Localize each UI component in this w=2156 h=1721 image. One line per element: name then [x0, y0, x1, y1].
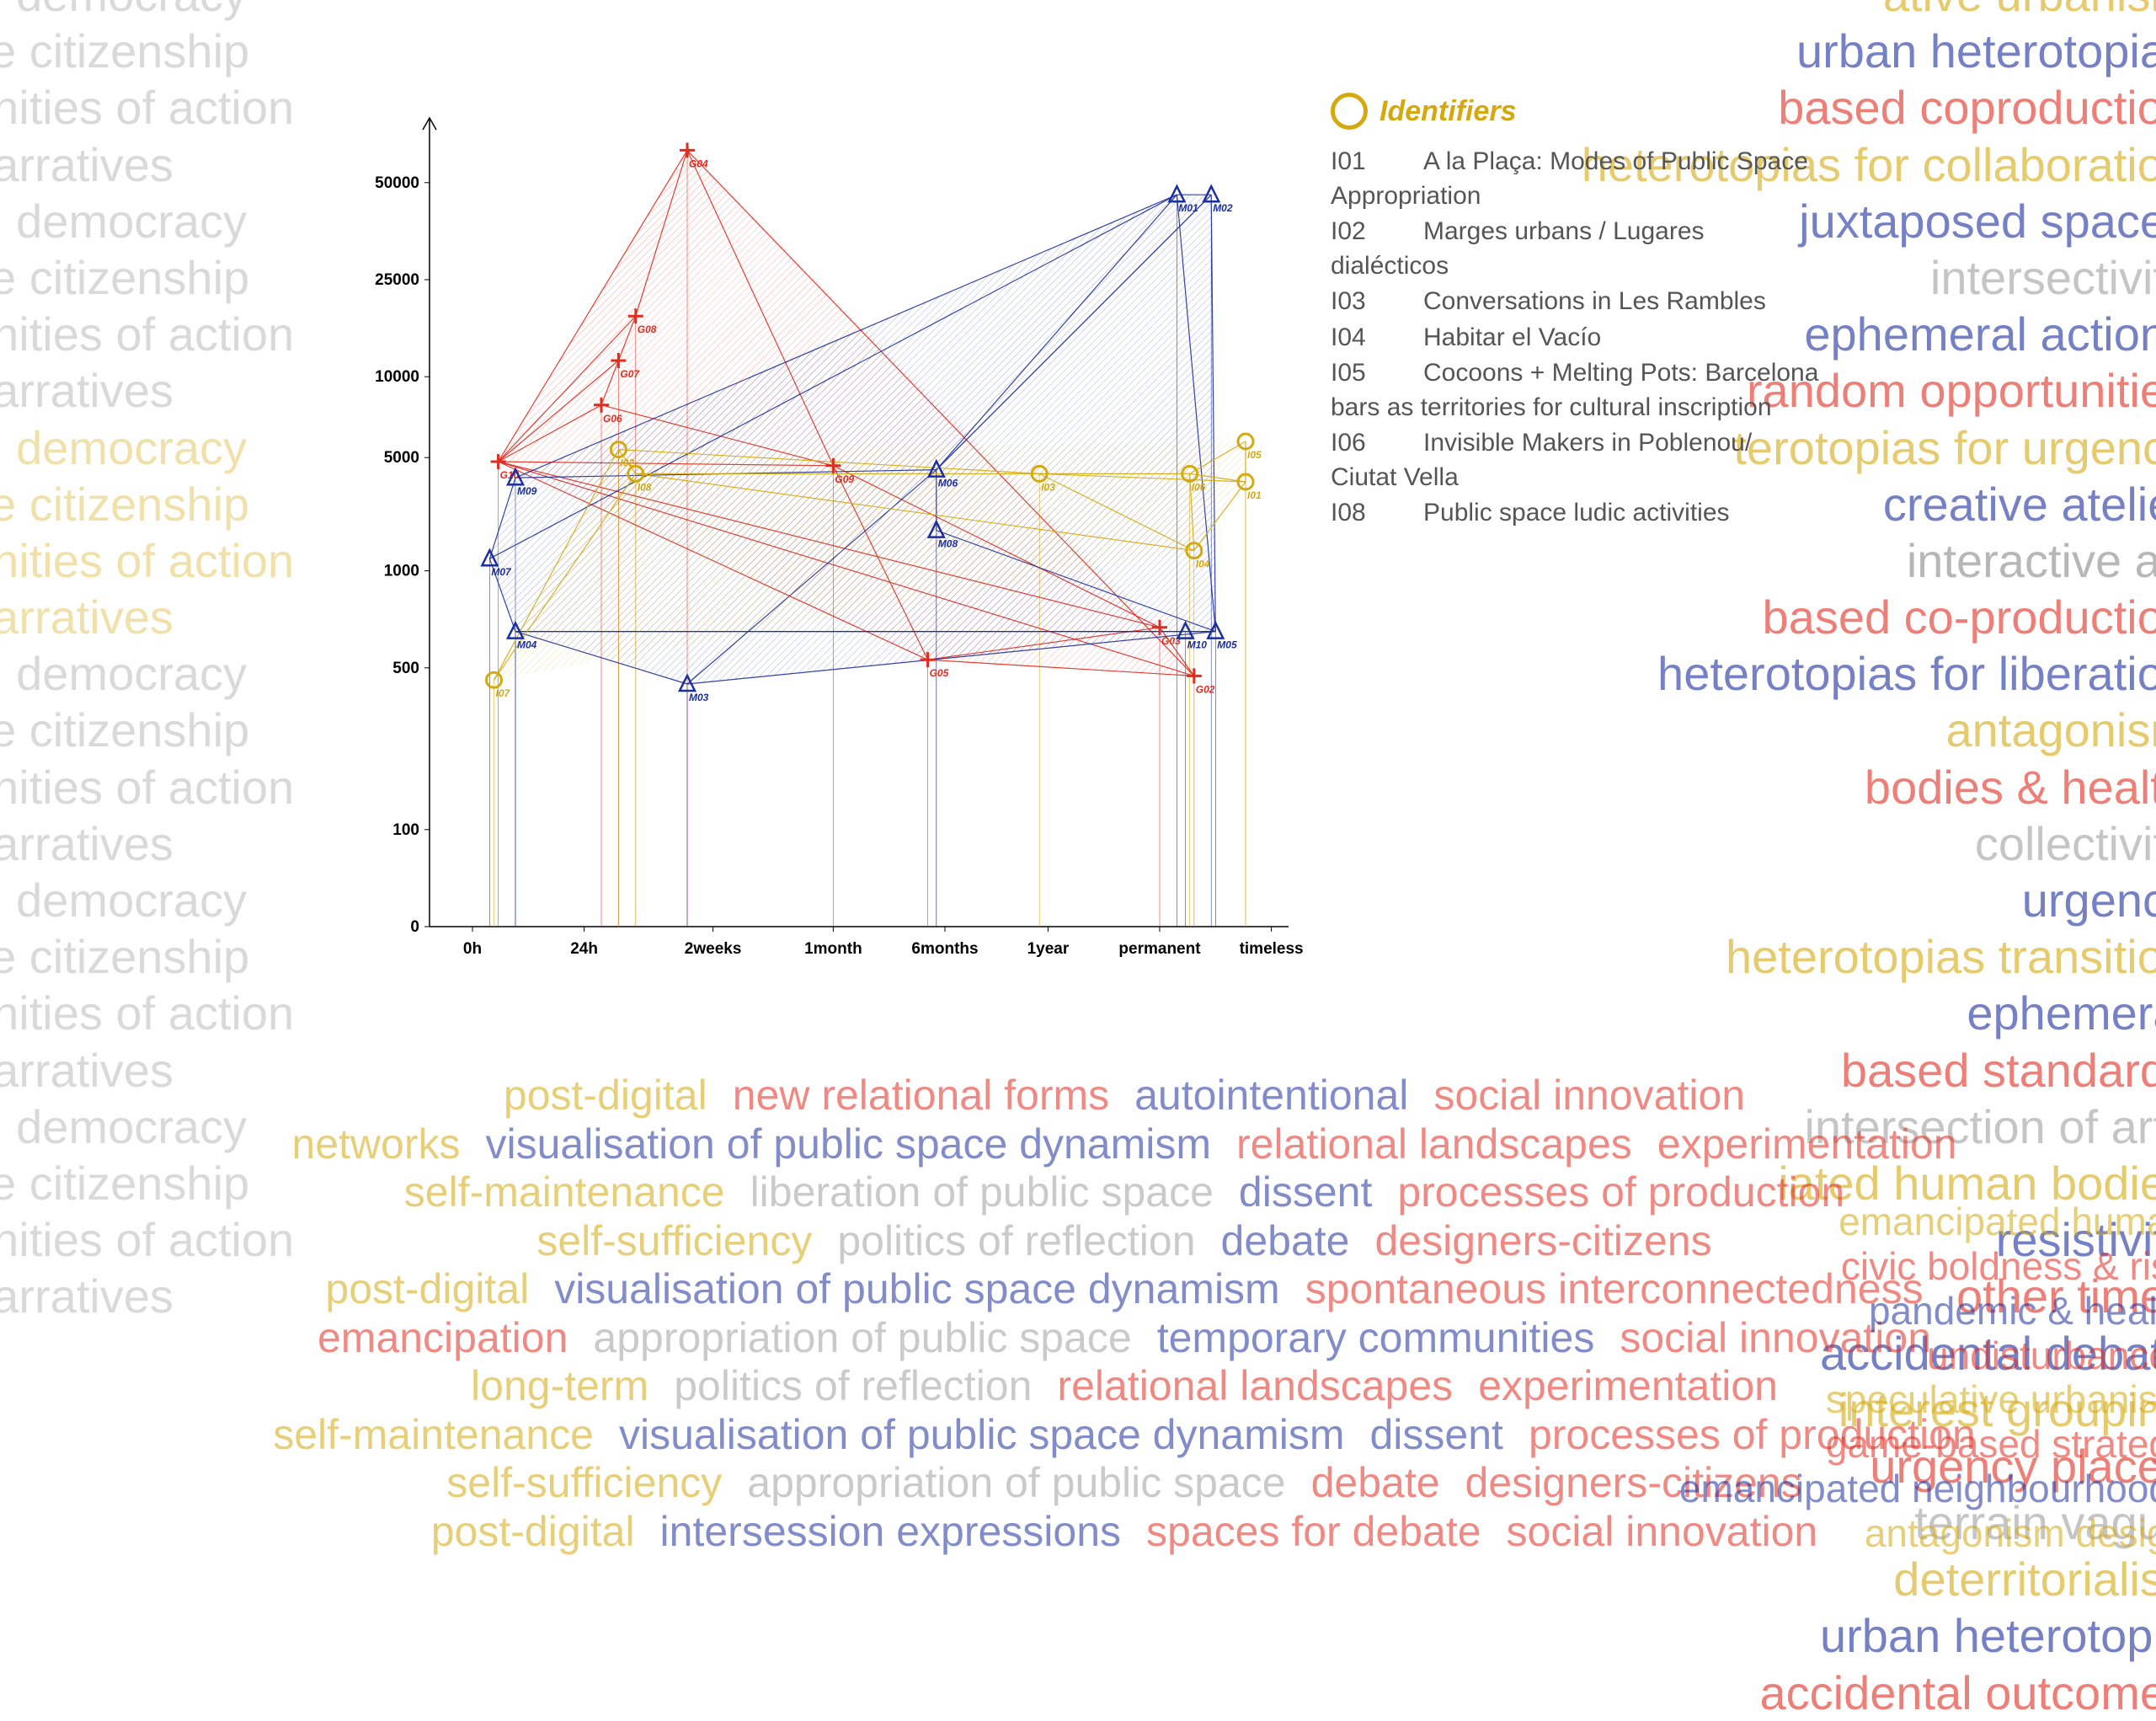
svg-text:I07: I07 [496, 687, 511, 699]
svg-text:G08: G08 [638, 323, 657, 335]
svg-text:G04: G04 [689, 158, 708, 169]
svg-text:I04: I04 [1196, 559, 1210, 570]
svg-text:G02: G02 [1196, 683, 1215, 695]
svg-text:M05: M05 [1217, 639, 1237, 651]
svg-text:M08: M08 [938, 538, 958, 550]
svg-text:1year: 1year [1027, 940, 1070, 958]
svg-text:M06: M06 [938, 478, 958, 489]
svg-text:500: 500 [392, 660, 419, 677]
svg-text:permanent: permanent [1118, 940, 1201, 958]
legend-circle-icon [1331, 93, 1368, 130]
svg-text:24h: 24h [570, 940, 598, 958]
svg-text:I01: I01 [1247, 489, 1262, 501]
legend-item: I04Habitar el Vacío [1331, 321, 1819, 355]
svg-text:I05: I05 [1247, 449, 1262, 461]
legend-panel: Identifiers I01A la Plaça: Modes of Publ… [1331, 93, 1819, 532]
svg-text:0: 0 [410, 918, 419, 936]
svg-text:1month: 1month [804, 940, 862, 958]
legend-item: I06Invisible Makers in Poblenou/ Ciutat … [1331, 426, 1819, 494]
svg-text:M04: M04 [517, 639, 537, 651]
bottom-right-cloud: emancipated humancivic boldness & riskpa… [1679, 1200, 2156, 1556]
legend-item: I01A la Plaça: Modes of Public Space App… [1331, 145, 1819, 213]
svg-text:0h: 0h [463, 940, 482, 958]
svg-text:G05: G05 [930, 667, 949, 679]
svg-text:6months: 6months [911, 940, 978, 958]
svg-text:G06: G06 [603, 413, 622, 425]
svg-text:M07: M07 [491, 566, 512, 578]
svg-text:1000: 1000 [384, 563, 419, 580]
svg-text:M09: M09 [517, 485, 537, 497]
bg-text-left: al democracyve citizenshipunities of act… [0, 0, 294, 1325]
legend-title: Identifiers [1380, 95, 1516, 128]
legend-item: I05Cocoons + Melting Pots: Barcelona bar… [1331, 356, 1819, 425]
svg-text:timeless: timeless [1240, 940, 1304, 958]
svg-text:25000: 25000 [375, 271, 419, 289]
svg-text:G09: G09 [835, 473, 854, 485]
svg-text:I03: I03 [1041, 481, 1055, 493]
svg-text:I08: I08 [638, 481, 652, 493]
chart-container: 0 100 500 1000 5000 10000 25000 50000 0h 24h 2week… [362, 101, 1305, 994]
svg-text:M03: M03 [689, 692, 709, 703]
svg-text:100: 100 [392, 821, 419, 839]
chart-svg: 0 100 500 1000 5000 10000 25000 50000 0h 24h 2week… [362, 101, 1305, 994]
svg-text:G07: G07 [620, 368, 640, 380]
svg-text:10000: 10000 [375, 368, 419, 386]
svg-text:I06: I06 [1192, 481, 1206, 493]
legend-item: I02Marges urbans / Lugares dialécticos [1331, 215, 1819, 283]
legend-items-list: I01A la Plaça: Modes of Public Space App… [1331, 145, 1819, 531]
svg-text:M01: M01 [1178, 202, 1198, 214]
legend-header: Identifiers [1331, 93, 1819, 130]
svg-text:M02: M02 [1213, 202, 1233, 214]
legend-item: I03Conversations in Les Rambles [1331, 285, 1819, 319]
legend-item: I08Public space ludic activities [1331, 496, 1819, 531]
svg-text:M10: M10 [1187, 639, 1208, 651]
svg-text:50000: 50000 [375, 174, 419, 192]
svg-text:2weeks: 2weeks [685, 940, 742, 958]
svg-text:5000: 5000 [384, 449, 419, 467]
